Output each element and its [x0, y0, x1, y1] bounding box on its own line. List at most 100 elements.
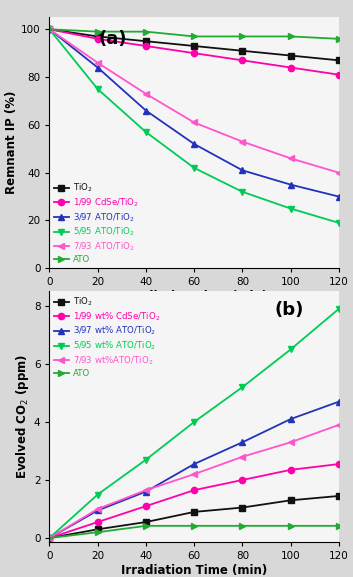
X-axis label: Irradiation Time (min): Irradiation Time (min) — [121, 564, 267, 577]
5/95 wt% ATO/TiO$_2$ — [288, 346, 293, 353]
TiO$_2$ — [337, 493, 341, 500]
3/97 ATO/TiO$_2$ — [240, 167, 245, 174]
7/93 wt%ATO/TiO$_2$ — [96, 505, 100, 512]
ATO — [240, 522, 245, 529]
1/99 CdSe/TiO$_2$ — [288, 64, 293, 71]
TiO$_2$ — [288, 497, 293, 504]
ATO — [337, 522, 341, 529]
3/97 wt% ATO/TiO$_2$ — [192, 460, 196, 467]
TiO$_2$ — [240, 47, 245, 54]
ATO — [240, 33, 245, 40]
7/93 ATO/TiO$_2$ — [288, 155, 293, 162]
Text: (b): (b) — [275, 301, 304, 320]
5/95 wt% ATO/TiO$_2$ — [144, 456, 148, 463]
Line: 7/93 ATO/TiO$_2$: 7/93 ATO/TiO$_2$ — [46, 26, 342, 176]
1/99 wt% CdSe/TiO$_2$ — [240, 477, 245, 484]
Line: ATO: ATO — [46, 26, 342, 42]
ATO — [288, 522, 293, 529]
7/93 ATO/TiO$_2$ — [96, 59, 100, 66]
ATO — [192, 33, 196, 40]
3/97 wt% ATO/TiO$_2$ — [47, 534, 52, 541]
TiO$_2$ — [240, 504, 245, 511]
7/93 wt%ATO/TiO$_2$ — [337, 421, 341, 428]
1/99 CdSe/TiO$_2$ — [240, 57, 245, 64]
7/93 wt%ATO/TiO$_2$ — [144, 486, 148, 493]
5/95 ATO/TiO$_2$ — [144, 129, 148, 136]
TiO$_2$ — [192, 508, 196, 515]
5/95 wt% ATO/TiO$_2$ — [337, 305, 341, 312]
3/97 ATO/TiO$_2$ — [192, 141, 196, 148]
5/95 wt% ATO/TiO$_2$ — [47, 534, 52, 541]
Y-axis label: Remnant IP (%): Remnant IP (%) — [5, 91, 18, 194]
Line: 3/97 wt% ATO/TiO$_2$: 3/97 wt% ATO/TiO$_2$ — [46, 399, 342, 541]
5/95 ATO/TiO$_2$ — [240, 188, 245, 195]
ATO — [96, 28, 100, 35]
ATO — [337, 35, 341, 42]
3/97 ATO/TiO$_2$ — [144, 107, 148, 114]
Line: 5/95 wt% ATO/TiO$_2$: 5/95 wt% ATO/TiO$_2$ — [46, 306, 342, 541]
1/99 wt% CdSe/TiO$_2$ — [192, 486, 196, 493]
X-axis label: Irradiation Time (min): Irradiation Time (min) — [121, 290, 267, 303]
TiO$_2$ — [337, 57, 341, 64]
3/97 ATO/TiO$_2$ — [47, 26, 52, 33]
ATO — [96, 529, 100, 535]
Line: 1/99 wt% CdSe/TiO$_2$: 1/99 wt% CdSe/TiO$_2$ — [46, 461, 342, 541]
3/97 ATO/TiO$_2$ — [288, 181, 293, 188]
7/93 wt%ATO/TiO$_2$ — [240, 454, 245, 460]
TiO$_2$ — [47, 534, 52, 541]
7/93 ATO/TiO$_2$ — [240, 138, 245, 145]
7/93 ATO/TiO$_2$ — [144, 91, 148, 98]
Line: ATO: ATO — [46, 523, 342, 541]
TiO$_2$ — [192, 43, 196, 50]
TiO$_2$ — [96, 526, 100, 533]
3/97 wt% ATO/TiO$_2$ — [144, 488, 148, 495]
1/99 CdSe/TiO$_2$ — [96, 35, 100, 42]
5/95 ATO/TiO$_2$ — [47, 26, 52, 33]
1/99 CdSe/TiO$_2$ — [47, 26, 52, 33]
7/93 ATO/TiO$_2$ — [47, 26, 52, 33]
TiO$_2$ — [96, 33, 100, 40]
TiO$_2$ — [144, 38, 148, 44]
Line: TiO$_2$: TiO$_2$ — [46, 493, 342, 541]
3/97 ATO/TiO$_2$ — [337, 193, 341, 200]
7/93 wt%ATO/TiO$_2$ — [288, 439, 293, 446]
1/99 CdSe/TiO$_2$ — [144, 43, 148, 50]
3/97 wt% ATO/TiO$_2$ — [288, 415, 293, 422]
ATO — [144, 522, 148, 529]
Line: 1/99 CdSe/TiO$_2$: 1/99 CdSe/TiO$_2$ — [46, 26, 342, 78]
ATO — [47, 534, 52, 541]
ATO — [192, 522, 196, 529]
Text: (a): (a) — [99, 30, 127, 48]
3/97 wt% ATO/TiO$_2$ — [240, 439, 245, 446]
7/93 ATO/TiO$_2$ — [192, 119, 196, 126]
Line: 3/97 ATO/TiO$_2$: 3/97 ATO/TiO$_2$ — [46, 26, 342, 200]
TiO$_2$ — [288, 52, 293, 59]
TiO$_2$ — [144, 519, 148, 526]
Y-axis label: Evolved CO$_2$ (ppm): Evolved CO$_2$ (ppm) — [14, 354, 31, 479]
5/95 ATO/TiO$_2$ — [288, 205, 293, 212]
3/97 wt% ATO/TiO$_2$ — [337, 398, 341, 405]
1/99 CdSe/TiO$_2$ — [337, 71, 341, 78]
5/95 ATO/TiO$_2$ — [337, 219, 341, 226]
1/99 wt% CdSe/TiO$_2$ — [337, 460, 341, 467]
Line: TiO$_2$: TiO$_2$ — [46, 26, 342, 63]
ATO — [144, 28, 148, 35]
7/93 ATO/TiO$_2$ — [337, 169, 341, 176]
1/99 wt% CdSe/TiO$_2$ — [144, 503, 148, 509]
5/95 ATO/TiO$_2$ — [96, 85, 100, 92]
3/97 ATO/TiO$_2$ — [96, 64, 100, 71]
Line: 5/95 ATO/TiO$_2$: 5/95 ATO/TiO$_2$ — [46, 26, 342, 226]
1/99 wt% CdSe/TiO$_2$ — [96, 519, 100, 526]
1/99 wt% CdSe/TiO$_2$ — [47, 534, 52, 541]
5/95 ATO/TiO$_2$ — [192, 164, 196, 171]
TiO$_2$ — [47, 26, 52, 33]
ATO — [288, 33, 293, 40]
5/95 wt% ATO/TiO$_2$ — [240, 384, 245, 391]
1/99 CdSe/TiO$_2$ — [192, 50, 196, 57]
5/95 wt% ATO/TiO$_2$ — [192, 418, 196, 425]
5/95 wt% ATO/TiO$_2$ — [96, 491, 100, 498]
Legend: TiO$_2$, 1/99 wt% CdSe/TiO$_2$, 3/97 wt% ATO/TiO$_2$, 5/95 wt% ATO/TiO$_2$, 7/93: TiO$_2$, 1/99 wt% CdSe/TiO$_2$, 3/97 wt%… — [52, 294, 162, 380]
3/97 wt% ATO/TiO$_2$ — [96, 507, 100, 514]
7/93 wt%ATO/TiO$_2$ — [192, 471, 196, 478]
Legend: TiO$_2$, 1/99 CdSe/TiO$_2$, 3/97 ATO/TiO$_2$, 5/95 ATO/TiO$_2$, 7/93 ATO/TiO$_2$: TiO$_2$, 1/99 CdSe/TiO$_2$, 3/97 ATO/TiO… — [52, 180, 140, 266]
